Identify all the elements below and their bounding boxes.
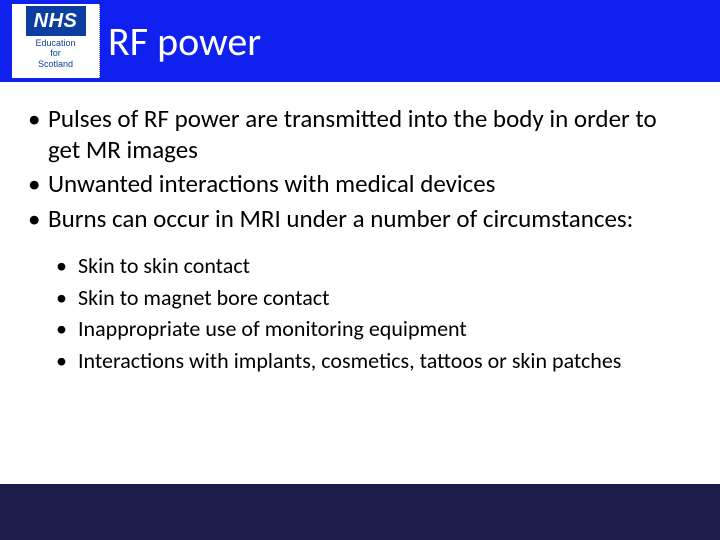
footer-bar [0,484,720,540]
nhs-logo-top: NHS [26,6,86,36]
main-bullet-list: Pulses of RF power are transmitted into … [28,104,692,234]
sub-bullet-item: Skin to skin contact [56,252,692,280]
bullet-item: Unwanted interactions with medical devic… [28,169,692,200]
logo-line1: Education [35,38,75,48]
nhs-logo-subtext: Education for Scotland [35,38,75,69]
logo-line2: for [50,48,61,58]
slide-content: Pulses of RF power are transmitted into … [0,82,720,374]
slide: NHS Education for Scotland RF power Puls… [0,0,720,540]
header-bar: NHS Education for Scotland RF power [0,0,720,82]
slide-title: RF power [108,17,261,66]
sub-bullet-list: Skin to skin contact Skin to magnet bore… [56,252,692,374]
bullet-item: Burns can occur in MRI under a number of… [28,204,692,235]
bullet-item: Pulses of RF power are transmitted into … [28,104,692,165]
sub-bullet-item: Inappropriate use of monitoring equipmen… [56,315,692,343]
logo-line3: Scotland [38,59,73,69]
sub-bullet-item: Skin to magnet bore contact [56,284,692,312]
nhs-logo: NHS Education for Scotland [12,4,100,78]
sub-bullet-item: Interactions with implants, cosmetics, t… [56,347,692,375]
